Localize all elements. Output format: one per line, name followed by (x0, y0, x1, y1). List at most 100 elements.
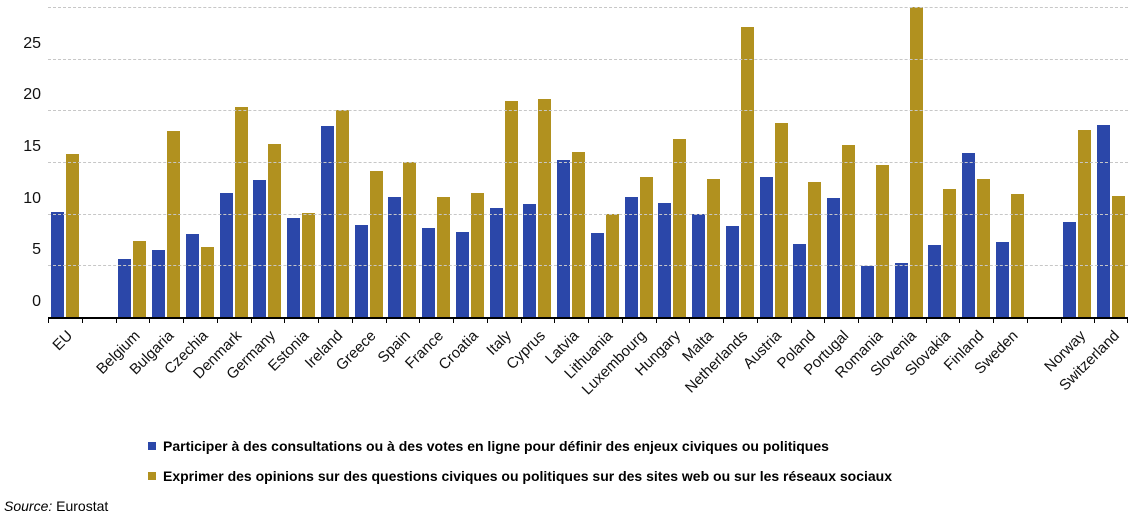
x-axis-tick (419, 318, 421, 323)
legend-swatch-gold-icon (148, 472, 156, 480)
slot-eu: EU (48, 8, 82, 354)
slot-gap (1027, 8, 1061, 318)
bar-netherlands-series1 (725, 226, 739, 318)
bar-latvia-series2 (572, 151, 586, 318)
x-axis-tick (621, 318, 623, 323)
bar-slovakia-series1 (928, 244, 942, 318)
x-axis-tick (486, 318, 488, 323)
bar-france-series2 (437, 197, 451, 318)
bar-belgium-series1 (118, 259, 132, 318)
bar-luxembourg-series2 (639, 177, 653, 318)
y-tick-label-10: 10 (23, 189, 41, 207)
y-tick-label-20: 20 (23, 86, 41, 104)
x-axis-tick (149, 318, 151, 323)
legend: Participer à des consultations ou à des … (148, 438, 892, 484)
slot-norway: Norway (1041, 8, 1095, 375)
x-axis-tick (250, 318, 252, 323)
bar-poland-series2 (808, 181, 822, 318)
slot-bulgaria: Bulgaria (126, 8, 183, 378)
bar-poland-series1 (793, 243, 807, 318)
bar-italy-series1 (489, 208, 503, 318)
bar-bulgaria-series2 (167, 130, 181, 318)
bar-lithuania-series1 (590, 233, 604, 318)
bar-switzerland-series1 (1097, 124, 1111, 318)
gridline-y-15 (48, 162, 1128, 163)
plot-area: EU Belgium Bulgaria Czechia Denmark Germany Es… (23, 6, 1128, 398)
bar-slovakia-series2 (943, 188, 957, 318)
bar-slots: EU Belgium Bulgaria Czechia Denmark Germany Es… (48, 6, 1128, 398)
x-axis-tick (1026, 318, 1028, 323)
slot-hungary: Hungary (632, 8, 690, 379)
bar-switzerland-series2 (1112, 196, 1126, 318)
x-axis-tick (824, 318, 826, 323)
x-axis-tick (756, 318, 758, 323)
x-axis-tick (48, 318, 49, 323)
x-axis-tick (993, 318, 994, 323)
slot-switzerland: Switzerland (1056, 8, 1128, 394)
gridline-y-20 (48, 110, 1128, 112)
bar-slovenia-series1 (894, 263, 908, 318)
bar-romania-series1 (860, 266, 874, 318)
x-axis-tick (351, 318, 353, 323)
bar-hungary-series2 (673, 139, 687, 318)
x-axis-tick (216, 318, 218, 323)
slot-portugal: Portugal (801, 8, 858, 379)
x-axis-tick (1127, 318, 1128, 323)
x-axis-tick (115, 318, 117, 323)
bar-latvia-series1 (557, 159, 571, 318)
bar-greece-series1 (354, 225, 368, 318)
x-axis-tick (284, 318, 286, 323)
x-axis-tick (520, 318, 522, 323)
slot-germany: Germany (223, 8, 285, 383)
bar-sweden-series1 (995, 241, 1009, 318)
slot-luxembourg: Luxembourg (579, 8, 656, 398)
x-axis-tick (588, 318, 589, 323)
bar-eu-series1 (50, 211, 64, 318)
slot-croatia: Croatia (435, 8, 487, 374)
slot-finland: Finland (941, 8, 993, 374)
x-axis-tick (655, 318, 657, 323)
slot-cyprus: Cyprus (503, 8, 555, 373)
bar-greece-series2 (369, 171, 383, 318)
bar-sweden-series2 (1010, 194, 1024, 318)
x-axis-tick (385, 318, 387, 323)
gridline-y-5 (48, 265, 1128, 267)
slot-ireland: Ireland (302, 8, 352, 372)
bar-belgium-series2 (133, 240, 147, 318)
x-axis-tick (790, 318, 792, 323)
source-label: Source: (4, 498, 53, 514)
bar-luxembourg-series1 (624, 197, 638, 318)
slot-slovakia: Slovakia (902, 8, 960, 379)
legend-label-participate: Participer à des consultations ou à des … (163, 438, 829, 454)
x-axis-tick (925, 318, 927, 323)
bar-denmark-series2 (234, 107, 248, 318)
bar-croatia-series1 (455, 232, 469, 318)
bar-hungary-series1 (658, 203, 672, 318)
bar-portugal-series1 (827, 198, 841, 318)
slot-malta: Malta (679, 8, 723, 365)
slot-italy: Italy (483, 8, 521, 359)
slot-belgium: Belgium (93, 8, 150, 378)
y-tick-label-5: 5 (32, 241, 41, 259)
x-axis-tick (81, 318, 83, 323)
gridline-y-25 (48, 58, 1128, 60)
legend-item-express: Exprimer des opinions sur des questions … (148, 468, 892, 484)
x-axis-tick (183, 318, 184, 323)
bar-estonia-series1 (287, 217, 301, 318)
bar-spain-series1 (388, 197, 402, 318)
slot-spain: Spain (375, 8, 420, 366)
bar-finland-series1 (962, 152, 976, 318)
x-axis-tick (554, 318, 556, 323)
legend-item-participate: Participer à des consultations ou à des … (148, 438, 892, 454)
slot-poland: Poland (774, 8, 825, 372)
bar-germany-series1 (253, 179, 267, 318)
slot-estonia: Estonia (265, 8, 318, 375)
y-tick-label-15: 15 (23, 138, 41, 155)
x-axis-tick (453, 318, 454, 323)
bar-austria-series1 (759, 177, 773, 318)
bar-norway-series2 (1078, 129, 1092, 318)
bar-netherlands-series2 (740, 26, 754, 318)
bar-romania-series2 (875, 165, 889, 318)
bar-estonia-series2 (302, 212, 316, 318)
slot-gap (82, 8, 116, 318)
